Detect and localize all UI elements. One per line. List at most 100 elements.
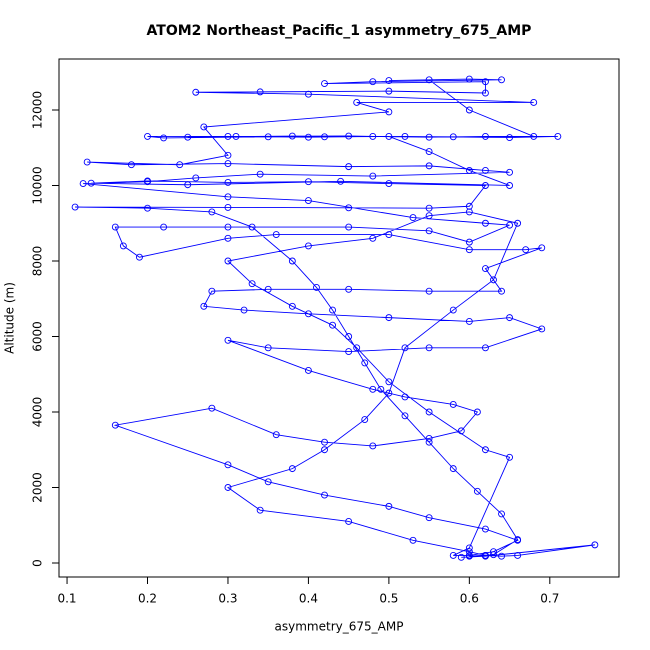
data-point — [224, 257, 232, 265]
data-point — [248, 280, 256, 288]
data-point — [465, 317, 473, 325]
data-point — [313, 283, 320, 291]
data-point — [498, 76, 505, 84]
data-point — [192, 174, 200, 182]
data-point — [490, 276, 497, 284]
data-point — [144, 132, 151, 140]
data-point — [224, 132, 232, 140]
data-point — [506, 453, 514, 461]
data-point — [119, 242, 127, 250]
y-tick-label: 6000 — [31, 321, 45, 352]
y-tick-label: 12000 — [31, 91, 45, 129]
x-tick-label: 0.1 — [57, 592, 76, 606]
data-point — [353, 98, 361, 106]
data-point — [144, 204, 151, 212]
chart-title: ATOM2 Northeast_Pacific_1 asymmetry_675_… — [147, 23, 532, 39]
data-point — [345, 132, 353, 140]
data-point — [176, 161, 184, 169]
data-point — [304, 310, 312, 318]
data-point — [385, 389, 393, 397]
data-point — [538, 325, 546, 333]
data-point — [465, 208, 473, 216]
data-point — [321, 446, 328, 454]
data-point — [409, 214, 417, 222]
data-point — [514, 536, 522, 544]
data-point — [425, 212, 433, 220]
data-point — [449, 306, 457, 314]
data-point — [473, 487, 481, 495]
data-point — [481, 89, 489, 97]
data-point — [369, 385, 377, 393]
data-point — [457, 553, 465, 561]
data-point — [425, 148, 433, 155]
data-point — [498, 552, 505, 560]
data-point — [127, 161, 135, 169]
data-point — [425, 204, 433, 212]
data-point — [192, 88, 200, 96]
data-point — [353, 344, 361, 352]
data-point — [345, 223, 353, 231]
y-tick-label: 2000 — [31, 472, 45, 503]
data-point — [425, 514, 433, 522]
data-point — [401, 393, 409, 401]
data-point — [321, 438, 328, 446]
data-point — [224, 151, 232, 159]
data-point — [481, 166, 489, 174]
data-point — [288, 302, 296, 310]
data-point — [481, 219, 489, 227]
data-point — [361, 416, 369, 423]
data-point — [449, 133, 457, 141]
data-point — [304, 197, 312, 205]
data-point — [506, 221, 514, 229]
data-point — [304, 242, 312, 250]
x-tick-label: 0.6 — [460, 592, 479, 606]
data-point — [144, 178, 151, 186]
data-point — [401, 412, 409, 420]
data-point — [304, 367, 312, 374]
data-point — [591, 541, 599, 549]
data-point — [473, 408, 481, 416]
data-point — [481, 344, 489, 352]
data-point — [498, 287, 505, 295]
data-point — [506, 314, 514, 322]
data-point — [490, 548, 497, 556]
data-point — [481, 552, 489, 560]
y-tick-label: 4000 — [31, 397, 45, 428]
data-point — [401, 344, 409, 352]
data-point — [87, 179, 95, 187]
y-tick-label: 8000 — [31, 246, 45, 277]
data-point — [321, 80, 328, 88]
data-point — [224, 160, 232, 168]
data-point — [248, 223, 256, 231]
data-point — [369, 132, 377, 140]
data-point — [385, 378, 393, 386]
data-point — [506, 182, 514, 189]
data-point — [136, 253, 143, 261]
data-point — [288, 132, 296, 140]
data-point — [514, 219, 522, 227]
data-point — [272, 231, 280, 239]
data-point — [425, 408, 433, 416]
data-point — [425, 162, 433, 170]
x-tick-label: 0.4 — [299, 592, 318, 606]
data-point — [369, 78, 377, 86]
y-tick-label: 0 — [31, 559, 45, 567]
data-point — [377, 385, 385, 393]
data-point — [272, 431, 280, 439]
data-point — [481, 525, 489, 533]
x-tick-label: 0.7 — [540, 592, 559, 606]
data-point — [538, 244, 546, 252]
data-point — [264, 285, 272, 293]
data-point — [160, 223, 168, 231]
data-point — [449, 465, 457, 473]
data-point — [465, 106, 473, 114]
data-point — [481, 132, 489, 140]
data-point — [506, 134, 514, 142]
data-point — [385, 180, 393, 188]
data-point — [200, 123, 208, 131]
data-point — [361, 359, 369, 367]
data-point — [264, 344, 272, 352]
